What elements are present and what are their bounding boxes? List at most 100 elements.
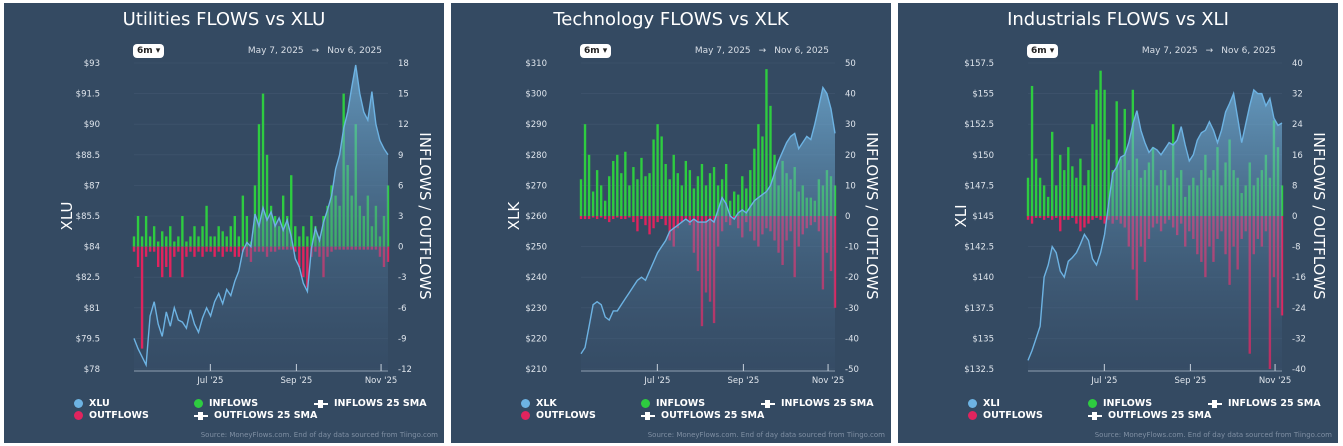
legend-label: INFLOWS 25 SMA <box>1228 398 1321 409</box>
inflow-bar <box>1050 131 1054 216</box>
outflow-bar <box>1103 216 1106 224</box>
outflow-bar <box>668 216 671 241</box>
legend-label: XLI <box>983 398 1000 409</box>
legend-item-outflows[interactable]: OUTFLOWS <box>74 410 149 421</box>
outflow-bar <box>1038 216 1042 218</box>
date-separator: → <box>758 46 767 56</box>
date-range[interactable]: May 7, 2025 → Nov 6, 2025 <box>244 46 386 56</box>
legend-item-inflows-sma[interactable]: INFLOWS 25 SMA <box>761 398 874 409</box>
outflow-bar <box>587 216 591 220</box>
legend-item-inflows-sma[interactable]: INFLOWS 25 SMA <box>1208 398 1321 409</box>
outflow-bar <box>680 216 683 223</box>
legend-item-inflows[interactable]: INFLOWS <box>641 398 705 409</box>
legend-item-price[interactable]: XLI <box>968 398 1000 409</box>
y-tick-label: $137.5 <box>964 304 994 314</box>
inflow-bar <box>587 154 591 216</box>
inflow-bar <box>640 157 643 216</box>
outflow-bar <box>229 246 232 252</box>
y2-tick-label: 16 <box>1292 151 1303 161</box>
date-start[interactable]: May 7, 2025 <box>247 46 304 56</box>
inflow-bar <box>181 216 184 247</box>
inflow-bar <box>648 173 651 216</box>
outflow-bar <box>1075 216 1078 224</box>
inflow-bar <box>1067 147 1070 216</box>
y-tick-label: $210 <box>525 365 547 375</box>
sma-line-icon <box>641 411 655 420</box>
inflow-bar <box>656 124 659 216</box>
inflow-bar <box>1079 158 1082 216</box>
inflow-bar <box>704 185 708 216</box>
outflow-bar <box>612 216 615 220</box>
y-tick-label: $300 <box>525 90 547 100</box>
date-range[interactable]: May 7, 2025 → Nov 6, 2025 <box>691 46 833 56</box>
inflow-bar <box>737 194 740 216</box>
outflow-bar <box>1063 216 1066 220</box>
date-end[interactable]: Nov 6, 2025 <box>1221 46 1276 56</box>
inflow-bar <box>688 170 692 216</box>
date-end[interactable]: Nov 6, 2025 <box>327 46 382 56</box>
inflow-bar <box>603 200 607 216</box>
legend: XLU INFLOWS INFLOWS 25 SMA OUTFLOWS OUTF… <box>74 398 427 426</box>
legend-item-outflows-sma[interactable]: OUTFLOWS 25 SMA <box>1088 410 1211 421</box>
y2-tick-label: 15 <box>398 90 409 100</box>
range-button[interactable]: 6m ▾ <box>1027 44 1059 58</box>
y-tick-label: $85.5 <box>76 212 100 222</box>
inflow-bar <box>209 236 212 247</box>
y2-tick-label: 3 <box>398 212 403 222</box>
legend-item-outflows[interactable]: OUTFLOWS <box>968 410 1043 421</box>
inflow-bar <box>237 236 241 247</box>
inflow-bar <box>294 226 297 247</box>
inflow-bar <box>757 124 760 216</box>
range-button[interactable]: 6m ▾ <box>133 44 165 58</box>
date-end[interactable]: Nov 6, 2025 <box>774 46 829 56</box>
outflow-bar <box>169 246 172 278</box>
inflow-bar <box>161 231 164 247</box>
outflow-bar <box>213 246 216 257</box>
y2-tick-label: -40 <box>1292 365 1306 375</box>
legend-item-price[interactable]: XLU <box>74 398 110 409</box>
inflow-bar <box>595 170 599 216</box>
legend-label: OUTFLOWS 25 SMA <box>214 410 318 421</box>
date-range[interactable]: May 7, 2025 → Nov 6, 2025 <box>1138 46 1280 56</box>
y-tick-label: $79.5 <box>76 334 100 344</box>
outflow-bar <box>181 246 184 278</box>
inflow-bar <box>140 236 144 247</box>
inflow-bar <box>132 236 136 247</box>
outflow-bar <box>221 246 224 257</box>
price-line <box>1027 88 1283 361</box>
y2-tick-label: 6 <box>398 181 403 191</box>
inflows-dot-icon <box>194 399 203 408</box>
y-tick-label: $88.5 <box>76 151 100 161</box>
date-start[interactable]: May 7, 2025 <box>694 46 751 56</box>
y2-tick-label: 0 <box>1292 212 1297 222</box>
legend-label: OUTFLOWS 25 SMA <box>1108 410 1212 421</box>
legend-item-inflows-sma[interactable]: INFLOWS 25 SMA <box>314 398 427 409</box>
inflows-dot-icon <box>1088 399 1097 408</box>
legend-item-outflows-sma[interactable]: OUTFLOWS 25 SMA <box>194 410 317 421</box>
y-tick-label: $81 <box>84 304 100 314</box>
y2-tick-label: 9 <box>398 151 403 161</box>
y2-tick-label: 20 <box>845 151 856 161</box>
y2-tick-label: -20 <box>845 273 859 283</box>
legend-item-inflows[interactable]: INFLOWS <box>194 398 258 409</box>
range-button[interactable]: 6m ▾ <box>580 44 612 58</box>
legend-item-price[interactable]: XLK <box>521 398 557 409</box>
inflow-bar <box>1103 89 1106 216</box>
inflow-bar <box>136 216 140 247</box>
legend-item-outflows[interactable]: OUTFLOWS <box>521 410 596 421</box>
outflow-bar <box>1079 216 1082 232</box>
x-tick-label: Sep '25 <box>280 376 312 386</box>
inflow-bar <box>310 216 313 247</box>
inflow-bar <box>144 216 148 247</box>
price-area <box>581 87 835 369</box>
outflow-bar <box>644 216 647 226</box>
inflow-bar <box>1099 70 1102 217</box>
y-tick-label: $142.5 <box>964 243 994 253</box>
y-tick-label: $145 <box>972 212 994 222</box>
legend-item-outflows-sma[interactable]: OUTFLOWS 25 SMA <box>641 410 764 421</box>
inflow-bar <box>745 188 748 216</box>
inflow-bar <box>197 236 200 247</box>
outflows-dot-icon <box>74 411 83 420</box>
date-start[interactable]: May 7, 2025 <box>1141 46 1198 56</box>
legend-item-inflows[interactable]: INFLOWS <box>1088 398 1152 409</box>
